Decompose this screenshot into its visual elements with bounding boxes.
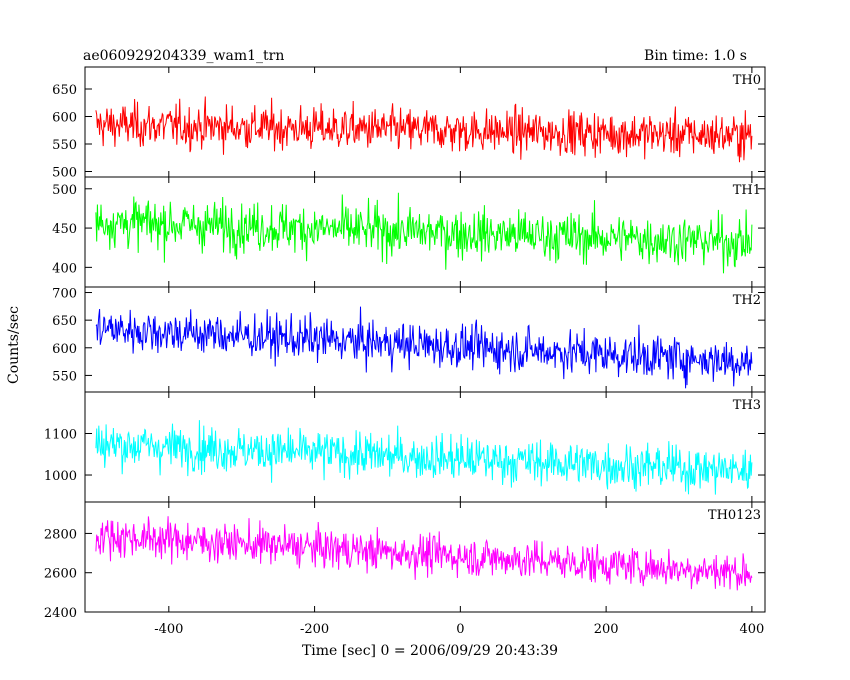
y-tick-label: 2600 (44, 567, 77, 582)
y-tick-label: 500 (52, 183, 77, 198)
y-tick-label: 1100 (44, 428, 77, 443)
y-tick-label: 600 (52, 111, 77, 126)
y-tick-label: 450 (52, 222, 77, 237)
y-tick-label: 550 (52, 369, 77, 384)
y-tick-label: 550 (52, 138, 77, 153)
y-tick-label: 400 (52, 261, 77, 276)
series-line-th1 (95, 192, 753, 274)
x-tick-label: 200 (594, 622, 619, 637)
panel-label-th0: TH0 (733, 73, 761, 88)
y-tick-label: 2400 (44, 606, 77, 621)
y-tick-label: 700 (52, 287, 77, 302)
panel-frame-th0123 (84, 501, 766, 613)
x-axis-label: Time [sec] 0 = 2006/09/29 20:43:39 (302, 643, 558, 659)
panel-label-th3: TH3 (733, 398, 761, 413)
x-tick-label: 400 (739, 622, 764, 637)
x-tick-label: -400 (154, 622, 183, 637)
x-tick-label: 0 (456, 622, 464, 637)
y-tick-label: 650 (52, 83, 77, 98)
y-tick-label: 2800 (44, 527, 77, 542)
panel-label-th0123: TH0123 (708, 508, 761, 523)
series-line-th2 (95, 306, 753, 389)
chart-title-left: ae060929204339_wam1_trn (83, 48, 284, 64)
y-tick-label: 500 (52, 166, 77, 181)
y-axis-label: Counts/sec (6, 306, 22, 384)
series-line-th0123 (95, 516, 753, 591)
series-line-th0 (95, 96, 753, 163)
y-tick-label: 600 (52, 342, 77, 357)
y-tick-label: 650 (52, 314, 77, 329)
chart-title-right: Bin time: 1.0 s (644, 48, 747, 64)
x-tick-label: -200 (300, 622, 329, 637)
series-line-th3 (95, 420, 753, 495)
y-tick-label: 1000 (44, 469, 77, 484)
panels-group: TH0 500 550 600 650 TH1 400 450 500 TH2 550 600 650 7… (44, 66, 766, 637)
panel-label-th1: TH1 (733, 183, 761, 198)
panel-label-th2: TH2 (733, 293, 761, 308)
